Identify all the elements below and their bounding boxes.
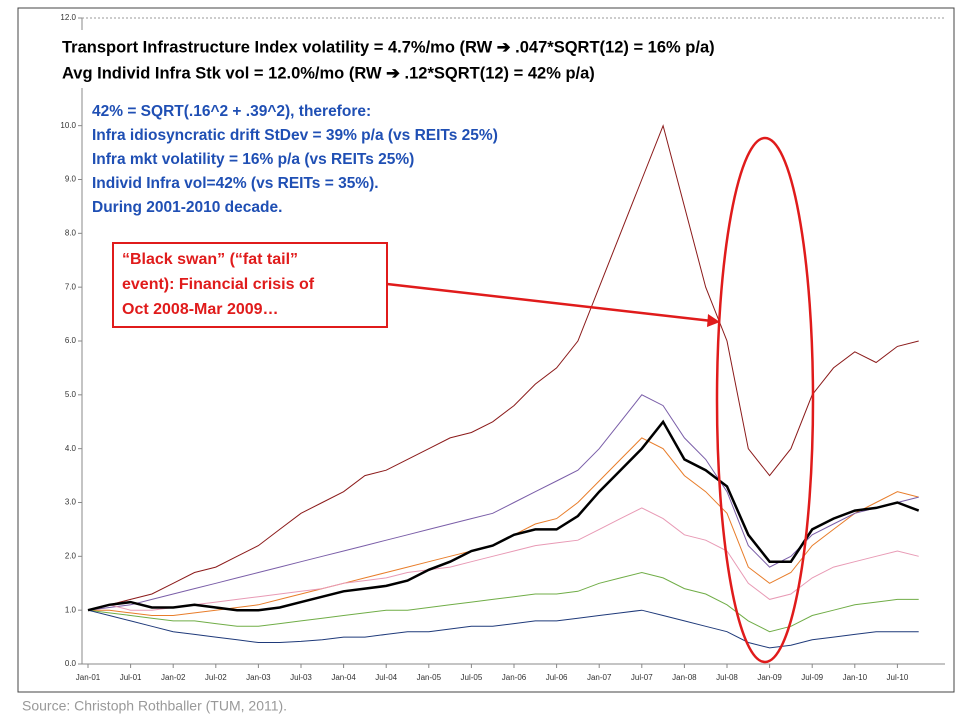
x-tick-label: Jul-06 (546, 673, 568, 682)
y-tick-label: 10.0 (60, 121, 76, 130)
note-line: Individ Infra vol=42% (vs REITs = 35%). (92, 175, 379, 192)
y-tick-label: 0.0 (65, 659, 77, 668)
source: Source: Christoph Rothballer (TUM, 2011)… (22, 698, 287, 714)
x-tick-label: Jan-05 (417, 673, 442, 682)
series-line (87, 609, 919, 649)
series-line (87, 394, 919, 611)
title-line: Avg Individ Infra Stk vol = 12.0%/mo (RW… (62, 64, 595, 82)
callout-line: Oct 2008-Mar 2009… (122, 301, 279, 318)
note-line: Infra mkt volatility = 16% p/a (vs REITs… (92, 151, 414, 168)
y-tick-label: 2.0 (65, 551, 77, 560)
y-tick-label: 4.0 (65, 444, 77, 453)
x-tick-label: Jan-09 (757, 673, 782, 682)
x-tick-label: Jan-01 (76, 673, 101, 682)
note-line: During 2001-2010 decade. (92, 199, 282, 216)
x-tick-label: Jul-04 (375, 673, 397, 682)
x-tick-label: Jan-10 (843, 673, 868, 682)
series-line (87, 507, 919, 611)
x-tick-label: Jan-07 (587, 673, 612, 682)
x-tick-label: Jul-09 (801, 673, 823, 682)
y-tick-label: 8.0 (65, 228, 77, 237)
x-tick-label: Jan-04 (331, 673, 356, 682)
y-tick-label: 6.0 (65, 336, 77, 345)
callout-line: event): Financial crisis of (122, 276, 315, 293)
series-line (87, 419, 920, 612)
crisis-ellipse (715, 136, 815, 664)
series-line (88, 437, 919, 616)
y-tick-label: 5.0 (65, 390, 77, 399)
x-tick-label: Jan-06 (502, 673, 527, 682)
series-line (87, 124, 919, 611)
x-tick-label: Jul-02 (205, 673, 227, 682)
x-tick-label: Jul-01 (120, 673, 142, 682)
y-tick-label: 3.0 (65, 498, 77, 507)
note-line: Infra idiosyncratic drift StDev = 39% p/… (92, 127, 498, 144)
x-tick-label: Jul-10 (887, 673, 909, 682)
arrow-line (386, 282, 713, 323)
callout-line: “Black swan” (“fat tail” (122, 251, 298, 268)
title-line: Transport Infrastructure Index volatilit… (62, 38, 715, 56)
y-tick-label: 12.0 (60, 13, 76, 22)
x-tick-label: Jan-08 (672, 673, 697, 682)
x-tick-label: Jan-02 (161, 673, 186, 682)
series-line (87, 571, 919, 633)
plot-area: 0.0 1.0 2.0 3.0 4.0 5.0 6.0 7.0 8.0 9.0 10.0 12.0 Ja… (60, 13, 945, 682)
callout-box (112, 242, 388, 328)
x-tick-label: Jan-03 (246, 673, 271, 682)
x-tick-label: Jul-05 (461, 673, 483, 682)
title-box (58, 30, 948, 88)
frame (17, 7, 955, 693)
y-tick-label: 9.0 (65, 175, 77, 184)
arrow-head (707, 314, 720, 327)
x-tick-label: Jul-07 (631, 673, 653, 682)
x-tick-label: Jul-03 (290, 673, 312, 682)
note-line: 42% = SQRT(.16^2 + .39^2), therefore: (92, 103, 371, 120)
y-tick-label: 1.0 (65, 605, 77, 614)
y-tick-label: 7.0 (65, 282, 77, 291)
x-tick-label: Jul-08 (716, 673, 738, 682)
